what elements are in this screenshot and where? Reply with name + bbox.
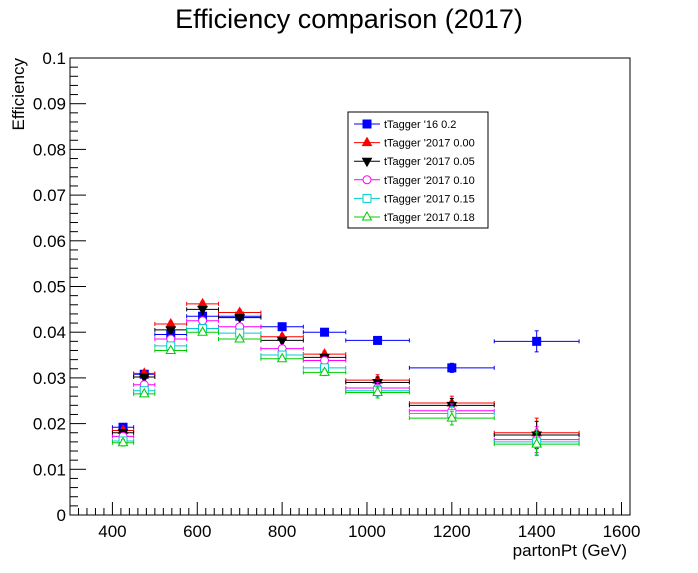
series-3 [111,316,580,453]
x-axis-title: partonPt (GeV) [513,541,627,560]
data-point [138,373,150,384]
data-point [373,335,383,345]
data-point [117,436,129,447]
data-point [277,322,287,332]
legend-marker [361,136,373,147]
x-tick-label: 400 [98,522,126,541]
data-point [447,363,457,373]
y-tick-label: 0.04 [33,323,66,342]
legend-marker [361,210,373,221]
x-tick-label: 1600 [603,522,641,541]
x-tick-label: 600 [183,522,211,541]
legend-entry-label: tTagger '2017 0.05 [384,156,475,168]
x-tick-label: 800 [268,522,296,541]
data-point [234,314,246,324]
y-tick-label: 0.07 [33,186,66,205]
legend: tTagger '16 0.2 tTagger '2017 0.00 tTagger… [347,111,489,229]
series-layer [111,297,580,457]
y-tick-label: 0.01 [33,460,66,479]
legend-entry-label: tTagger '2017 0.18 [384,212,475,224]
y-tick-label: 0.1 [42,49,66,68]
y-tick-label: 0 [57,506,66,525]
legend-marker [361,157,373,168]
legend-box [347,111,489,229]
data-point [197,297,208,308]
data-point [372,386,383,397]
y-axis: 0 0.01 0.02 0.03 0.04 0.05 0.06 0.07 0.08 0.09 0.1 [33,49,86,525]
x-tick-label: 1000 [348,522,386,541]
y-tick-label: 0.09 [33,95,66,114]
data-point [197,305,208,316]
data-point [276,336,288,347]
series-5 [111,326,580,457]
y-tick-label: 0.05 [33,278,66,297]
data-point [276,352,288,363]
legend-entry-label: tTagger '16 0.2 [384,119,456,131]
data-point [234,333,246,343]
data-point [320,356,330,366]
legend-entry-label: tTagger '2017 0.00 [384,138,475,150]
y-tick-label: 0.06 [33,232,66,251]
x-tick-label: 1400 [518,522,556,541]
legend-entry-label: tTagger '2017 0.10 [384,175,475,187]
y-tick-label: 0.08 [33,140,66,159]
data-point [446,412,458,422]
data-point [319,366,330,376]
data-point [165,317,177,328]
legend-marker [362,175,372,185]
series-2 [111,305,580,450]
legend-marker [362,193,372,203]
data-point [165,326,177,336]
x-axis: 400 600 800 1000 1200 1400 1600 [69,502,641,541]
x-tick-label: 1200 [433,522,471,541]
data-point [138,387,150,398]
data-point [198,316,208,326]
y-tick-label: 0.02 [33,415,66,434]
legend-marker [362,119,372,129]
legend-entry-label: tTagger '2017 0.15 [384,193,475,205]
y-axis-title: Efficiency [9,58,28,131]
chart-title: Efficiency comparison (2017) [175,4,523,34]
y-tick-label: 0.03 [33,369,66,388]
data-point [197,326,208,336]
data-point [320,327,330,337]
data-point [165,344,177,354]
data-point [532,336,542,346]
data-point [531,438,543,448]
